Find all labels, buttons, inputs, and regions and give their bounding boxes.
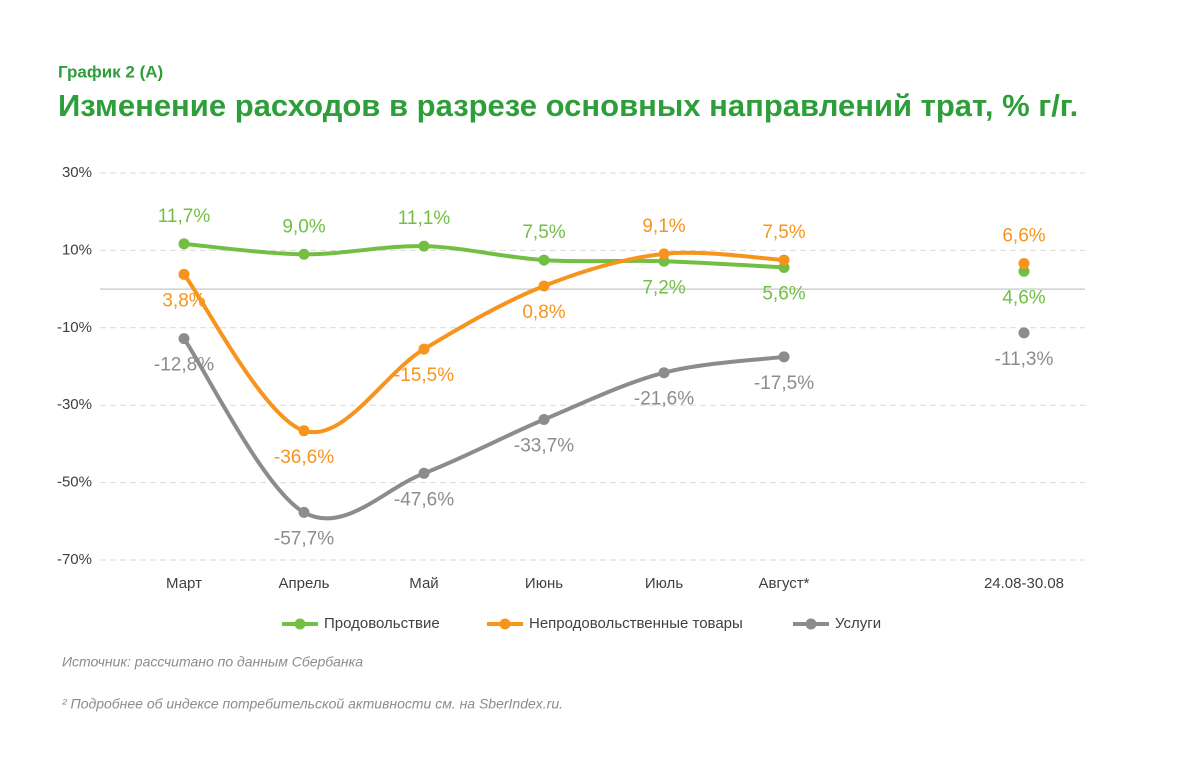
data-point	[778, 351, 790, 363]
data-point	[178, 238, 190, 250]
data-point	[178, 333, 190, 345]
data-point	[1018, 258, 1030, 270]
data-point	[418, 240, 430, 252]
data-label: -17,5%	[754, 373, 814, 394]
source-note: Источник: рассчитано по данным Сбербанка	[62, 654, 363, 670]
data-point	[658, 367, 670, 379]
y-tick-label: -30%	[57, 396, 92, 413]
legend-label: Услуги	[835, 615, 881, 632]
data-label: -12,8%	[154, 355, 214, 376]
data-label: 7,5%	[762, 222, 805, 243]
legend-marker	[499, 618, 511, 630]
data-point	[538, 414, 550, 426]
data-point	[298, 248, 310, 260]
data-label: -21,6%	[634, 389, 694, 410]
data-label: 9,1%	[642, 216, 685, 237]
data-point	[1018, 265, 1030, 277]
x-tick-label: Март	[166, 575, 202, 592]
data-point	[538, 280, 550, 292]
data-label: -11,3%	[995, 349, 1054, 370]
legend-label: Непродовольственные товары	[529, 615, 743, 632]
footnote: ² Подробнее об индексе потребительской а…	[62, 696, 563, 712]
y-tick-label: -10%	[57, 319, 92, 336]
data-label: -15,5%	[394, 365, 454, 386]
data-label: 7,2%	[642, 277, 685, 298]
data-label: -36,6%	[274, 447, 334, 468]
data-label: 5,6%	[762, 283, 805, 304]
x-tick-label: 24.08-30.08	[984, 575, 1064, 592]
legend-label: Продовольствие	[324, 615, 440, 632]
legend-marker	[294, 618, 306, 630]
data-point	[778, 254, 790, 266]
data-label: -33,7%	[514, 436, 574, 457]
x-tick-label: Июль	[645, 575, 683, 592]
data-label: 6,6%	[1002, 226, 1045, 247]
data-label: -57,7%	[274, 528, 334, 549]
data-label: -47,6%	[394, 489, 454, 510]
data-point	[298, 506, 310, 518]
data-point	[298, 425, 310, 437]
data-point	[658, 248, 670, 260]
x-tick-label: Август*	[759, 575, 810, 592]
data-point	[538, 254, 550, 266]
data-label: 11,1%	[398, 208, 451, 229]
y-tick-label: 10%	[62, 241, 92, 258]
x-tick-label: Июнь	[525, 575, 563, 592]
data-label: 3,8%	[162, 290, 205, 311]
y-tick-label: -50%	[57, 474, 92, 491]
y-tick-label: 30%	[62, 164, 92, 181]
chart-subtitle: График 2 (А)	[58, 62, 163, 81]
data-point	[418, 467, 430, 479]
data-label: 9,0%	[282, 216, 325, 237]
y-tick-label: -70%	[57, 551, 92, 568]
x-tick-label: Апрель	[279, 575, 330, 592]
data-label: 4,6%	[1002, 287, 1045, 308]
data-point	[178, 268, 190, 280]
data-label: 11,7%	[158, 206, 211, 227]
data-label: 7,5%	[522, 222, 565, 243]
data-label: 0,8%	[522, 302, 565, 323]
data-point	[1018, 327, 1030, 339]
series-line	[184, 333, 1024, 519]
chart-title: Изменение расходов в разрезе основных на…	[58, 88, 1078, 123]
x-tick-label: Май	[409, 575, 438, 592]
data-point	[418, 343, 430, 355]
legend-marker	[805, 618, 817, 630]
